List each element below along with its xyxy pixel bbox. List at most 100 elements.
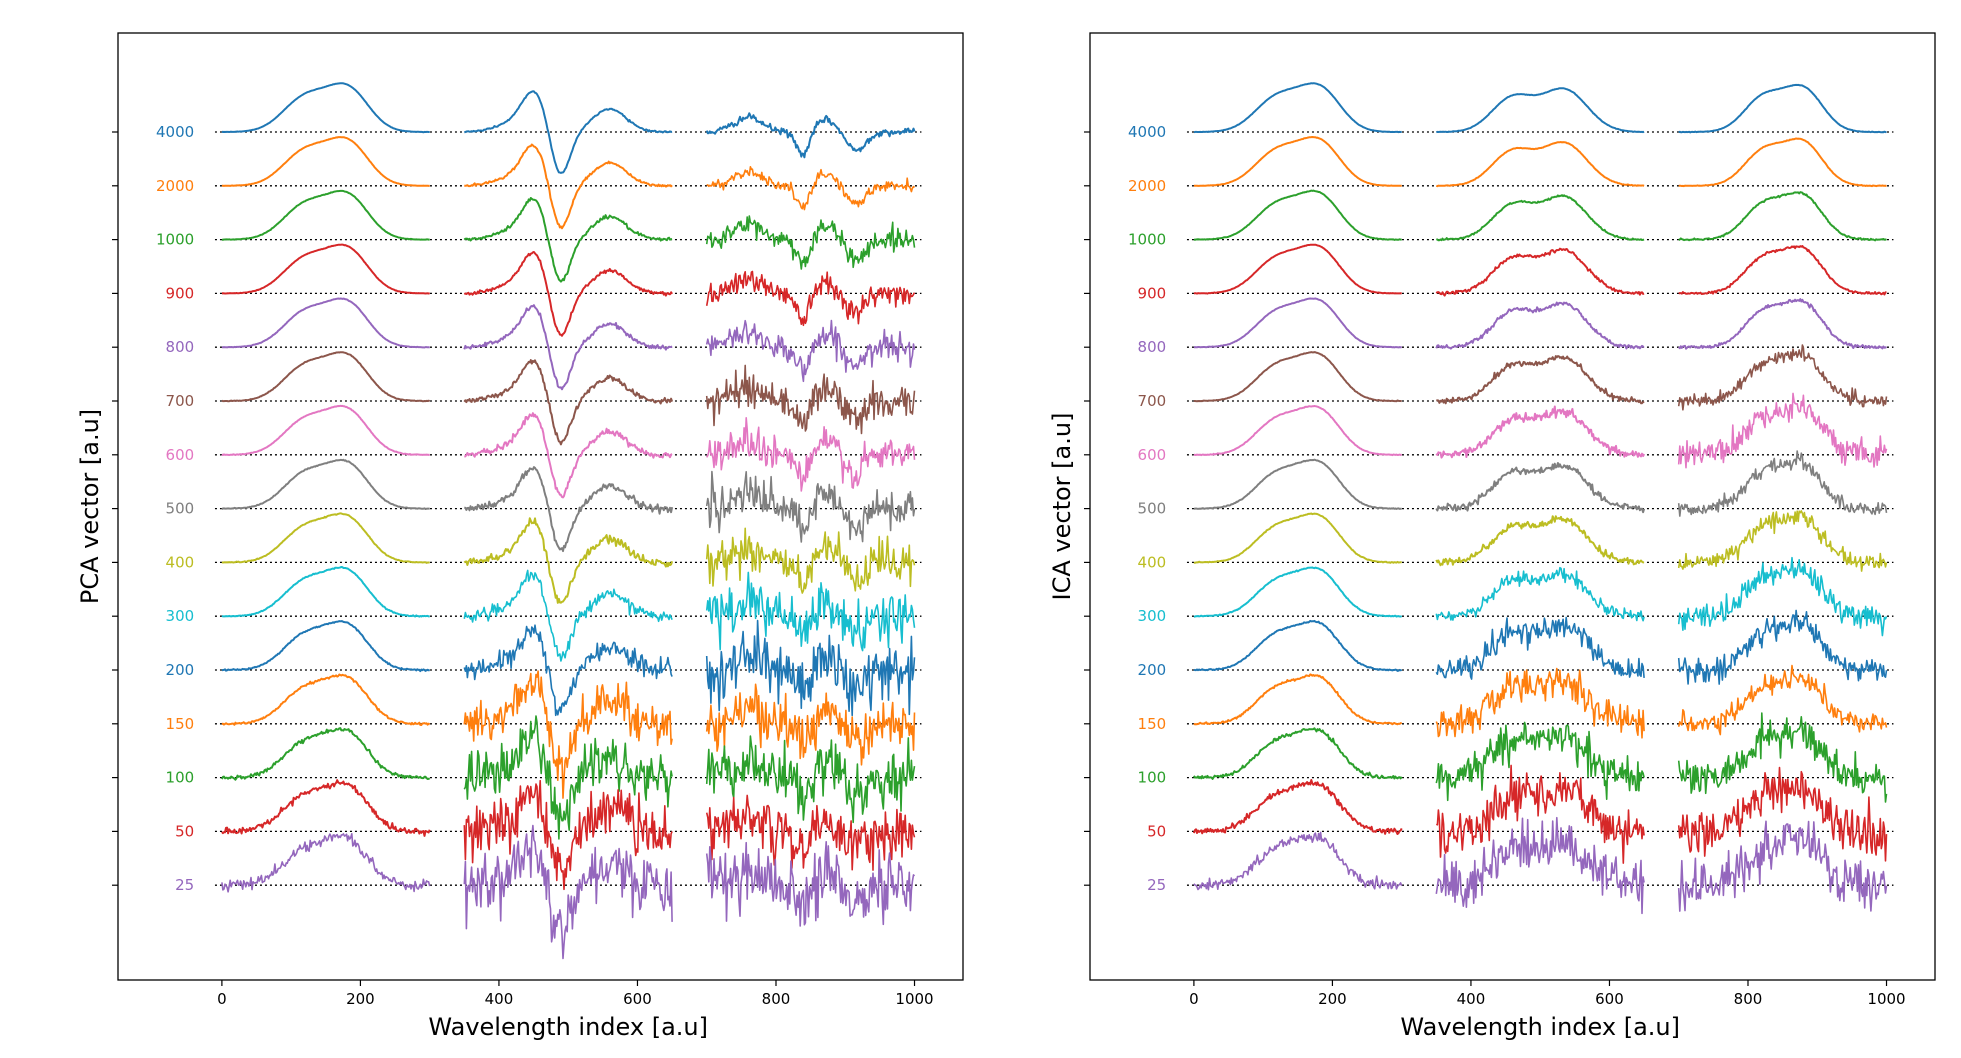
x-tick-label: 800 xyxy=(1734,990,1763,1008)
series-label-100: 100 xyxy=(1138,769,1167,787)
series-label-4000: 4000 xyxy=(156,123,194,141)
series-line-800-seg3 xyxy=(705,319,916,383)
x-tick-label: 600 xyxy=(1595,990,1624,1008)
series-line-900-seg1 xyxy=(1193,243,1402,295)
series-line-100-seg3 xyxy=(1677,712,1888,803)
series-label-200: 200 xyxy=(166,661,195,679)
series-line-4000-seg1 xyxy=(1193,82,1402,134)
series-line-400-seg3 xyxy=(1677,510,1888,572)
series-line-50-seg2 xyxy=(463,779,673,891)
series-line-300-seg2 xyxy=(1435,566,1645,622)
series-label-300: 300 xyxy=(1138,607,1167,625)
x-tick-label: 0 xyxy=(217,990,227,1008)
series-line-900-seg3 xyxy=(705,270,916,327)
series-line-200-seg3 xyxy=(705,619,916,717)
series-line-700-seg3 xyxy=(705,364,916,435)
series-line-500-seg3 xyxy=(1677,450,1888,517)
series-label-1000: 1000 xyxy=(156,231,194,249)
series-line-700-seg1 xyxy=(221,351,431,403)
series-line-100-seg3 xyxy=(705,735,916,824)
series-label-500: 500 xyxy=(1138,500,1167,518)
series-line-4000-seg3 xyxy=(1678,83,1887,134)
series-line-300-seg1 xyxy=(221,566,430,618)
series-line-1000-seg2 xyxy=(463,197,673,283)
series-line-50-seg2 xyxy=(1435,764,1645,864)
series-label-900: 900 xyxy=(166,284,195,302)
series-line-300-seg3 xyxy=(1677,556,1888,637)
series-label-25: 25 xyxy=(1147,876,1166,894)
series-label-400: 400 xyxy=(166,553,195,571)
axes-frame xyxy=(117,32,964,981)
series-line-200-seg1 xyxy=(221,620,430,673)
series-line-150-seg1 xyxy=(221,673,431,726)
series-line-25-seg2 xyxy=(1435,816,1645,915)
series-label-1000: 1000 xyxy=(1128,231,1166,249)
series-line-500-seg1 xyxy=(221,458,430,510)
series-line-2000-seg1 xyxy=(221,136,430,187)
series-line-150-seg2 xyxy=(1435,667,1645,739)
series-label-500: 500 xyxy=(166,500,195,518)
x-tick-label: 1000 xyxy=(1867,990,1905,1008)
series-label-4000: 4000 xyxy=(1128,123,1166,141)
series-line-400-seg2 xyxy=(463,517,674,604)
series-line-700-seg3 xyxy=(1677,344,1888,411)
series-line-600-seg3 xyxy=(1677,392,1888,469)
series-label-150: 150 xyxy=(1138,715,1167,733)
series-label-25: 25 xyxy=(175,876,194,894)
series-line-1000-seg1 xyxy=(221,189,430,241)
series-line-2000-seg3 xyxy=(1678,137,1887,188)
series-line-800-seg2 xyxy=(463,304,673,391)
series-line-900-seg2 xyxy=(1435,247,1645,297)
series-label-2000: 2000 xyxy=(1128,177,1166,195)
series-line-25-seg1 xyxy=(221,833,431,893)
series-line-300-seg3 xyxy=(705,571,916,652)
series-line-400-seg2 xyxy=(1435,515,1645,567)
series-label-700: 700 xyxy=(1138,392,1167,410)
series-label-100: 100 xyxy=(166,769,195,787)
series-line-600-seg2 xyxy=(464,412,673,499)
series-label-800: 800 xyxy=(166,338,195,356)
x-axis-label: Wavelength index [a.u] xyxy=(428,1013,708,1041)
series-label-50: 50 xyxy=(175,822,194,840)
series-line-400-seg3 xyxy=(705,527,916,594)
series-line-600-seg1 xyxy=(1193,405,1402,457)
axes-frame xyxy=(1089,32,1936,981)
series-line-1000-seg1 xyxy=(1193,189,1402,241)
series-line-600-seg2 xyxy=(1435,405,1645,459)
series-line-4000-seg3 xyxy=(705,112,916,159)
series-line-700-seg1 xyxy=(1193,351,1402,403)
series-line-50-seg1 xyxy=(221,779,431,837)
x-tick-label: 200 xyxy=(1318,990,1347,1008)
series-line-200-seg1 xyxy=(1193,619,1403,672)
series-line-25-seg2 xyxy=(463,824,673,960)
series-line-2000-seg3 xyxy=(706,166,916,211)
x-tick-label: 200 xyxy=(346,990,375,1008)
ica-panel: 0 200 400 600 800 1000 Wavelength index [a.u] I… xyxy=(1048,32,1936,1041)
series-line-50-seg3 xyxy=(705,794,916,871)
series-line-400-seg1 xyxy=(1193,512,1402,564)
series-line-200-seg3 xyxy=(1677,609,1888,685)
series-line-2000-seg1 xyxy=(1193,136,1402,187)
y-axis-label: PCA vector [a.u] xyxy=(76,409,104,604)
series-line-300-seg1 xyxy=(1193,566,1402,618)
series-line-4000-seg1 xyxy=(221,82,430,134)
series-label-900: 900 xyxy=(1138,284,1167,302)
series-line-1000-seg3 xyxy=(705,215,916,270)
series-line-150-seg1 xyxy=(1193,673,1402,726)
series-line-100-seg2 xyxy=(1435,721,1645,802)
series-line-150-seg3 xyxy=(705,683,916,766)
series-line-150-seg3 xyxy=(1677,664,1888,736)
series-line-25-seg3 xyxy=(1677,820,1888,912)
series-label-400: 400 xyxy=(1138,553,1167,571)
x-tick-label: 1000 xyxy=(895,990,933,1008)
pca-panel: 0 200 400 600 800 1000 Wavelength index [a.u] P… xyxy=(76,32,964,1041)
series-label-300: 300 xyxy=(166,607,195,625)
series-label-600: 600 xyxy=(166,446,195,464)
series-label-800: 800 xyxy=(1138,338,1167,356)
series-line-700-seg2 xyxy=(1436,355,1645,405)
x-tick-label: 800 xyxy=(762,990,791,1008)
series-line-700-seg2 xyxy=(463,359,674,446)
series-line-800-seg2 xyxy=(1435,301,1645,350)
series-line-400-seg1 xyxy=(221,512,430,564)
series-line-800-seg1 xyxy=(221,297,430,349)
